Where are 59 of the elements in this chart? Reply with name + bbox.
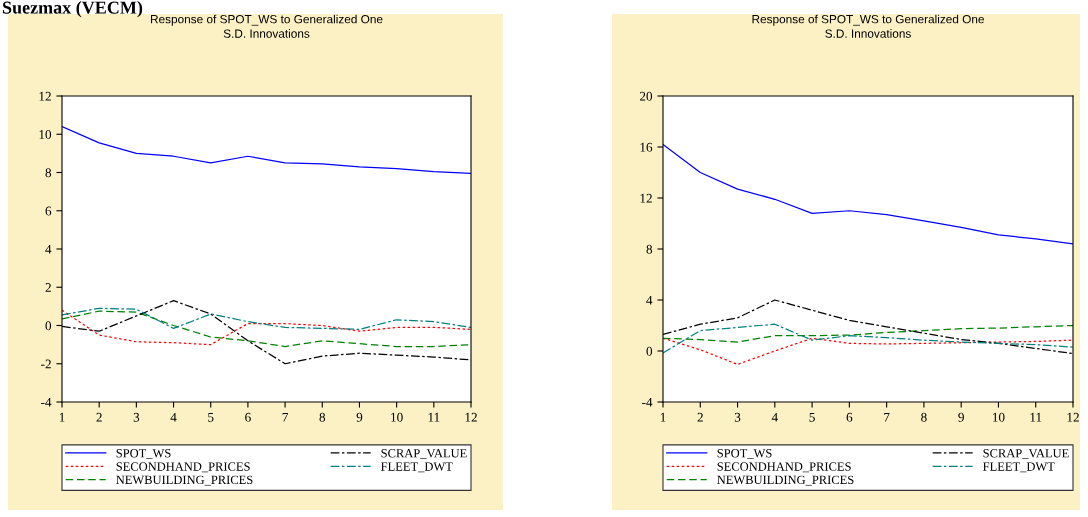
x-tick-label: 6 bbox=[245, 412, 251, 422]
x-tick-label: 7 bbox=[884, 412, 890, 422]
x-tick-label: 2 bbox=[96, 412, 102, 422]
y-tick-label: -2 bbox=[41, 359, 51, 369]
x-tick-label: 12 bbox=[1067, 412, 1079, 422]
x-tick-label: 12 bbox=[465, 412, 477, 422]
text: Suezmax (VECM) bbox=[2, 1, 143, 18]
legend-label: SCRAP_VALUE bbox=[381, 449, 467, 459]
legend-label: SECONDHAND_PRICES bbox=[116, 462, 250, 473]
legend-label: FLEET_DWT bbox=[381, 462, 453, 473]
y-tick-label: 2 bbox=[45, 283, 51, 292]
legend-label: FLEET_DWT bbox=[983, 462, 1055, 473]
x-tick-label: 9 bbox=[356, 412, 363, 422]
x-tick-label: 8 bbox=[319, 412, 326, 422]
legend-label: NEWBUILDING_PRICES bbox=[116, 475, 253, 486]
line-series bbox=[62, 307, 471, 330]
x-tick-label: 10 bbox=[993, 412, 1005, 422]
legend-label: SPOT_WS bbox=[116, 449, 171, 459]
y-tick-label: -4 bbox=[642, 397, 653, 407]
x-tick-label: 10 bbox=[391, 412, 403, 422]
x-tick-label: 11 bbox=[428, 412, 440, 422]
x-tick-label: 6 bbox=[846, 412, 853, 422]
y-tick-label: 4 bbox=[45, 244, 52, 254]
x-tick-label: 4 bbox=[170, 412, 177, 422]
legend-label: NEWBUILDING_PRICES bbox=[717, 475, 854, 486]
x-tick-label: 1 bbox=[660, 412, 666, 422]
x-tick-label: 7 bbox=[282, 412, 289, 422]
y-tick-label: 10 bbox=[39, 130, 52, 139]
x-tick-label: 8 bbox=[921, 412, 927, 422]
line-series bbox=[663, 143, 1073, 245]
line-series bbox=[663, 323, 1073, 354]
y-tick-label: 12 bbox=[39, 91, 51, 101]
x-tick-label: 5 bbox=[208, 412, 214, 422]
x-tick-label: 5 bbox=[809, 412, 815, 422]
x-tick-label: 1 bbox=[59, 412, 65, 422]
line-series bbox=[663, 337, 1073, 366]
x-tick-label: 2 bbox=[697, 412, 703, 422]
y-tick-label: 12 bbox=[640, 193, 652, 203]
y-tick-label: 8 bbox=[646, 244, 653, 254]
line-series bbox=[62, 125, 471, 175]
y-tick-label: -4 bbox=[41, 397, 52, 407]
chart-title: Response of SPOT_WS to Generalized One S.D. Innovations bbox=[151, 14, 383, 38]
y-tick-label: 0 bbox=[646, 346, 653, 356]
x-tick-label: 9 bbox=[958, 412, 964, 422]
y-tick-label: 6 bbox=[45, 206, 52, 216]
line-series bbox=[663, 324, 1073, 343]
y-tick-label: 4 bbox=[646, 295, 653, 305]
y-tick-label: 16 bbox=[640, 142, 653, 152]
y-tick-label: 8 bbox=[45, 168, 52, 178]
y-tick-label: 0 bbox=[45, 321, 52, 331]
chart-title: Response of SPOT_WS to Generalized One S.D. Innovations bbox=[752, 14, 984, 38]
x-tick-label: 11 bbox=[1030, 412, 1042, 422]
legend-label: SPOT_WS bbox=[717, 449, 772, 459]
x-tick-label: 4 bbox=[771, 412, 778, 422]
legend-label: SCRAP_VALUE bbox=[983, 449, 1069, 459]
legend-label: SECONDHAND_PRICES bbox=[717, 462, 851, 473]
x-tick-label: 3 bbox=[133, 412, 140, 422]
y-tick-label: 20 bbox=[639, 91, 653, 101]
x-tick-label: 3 bbox=[734, 412, 741, 422]
